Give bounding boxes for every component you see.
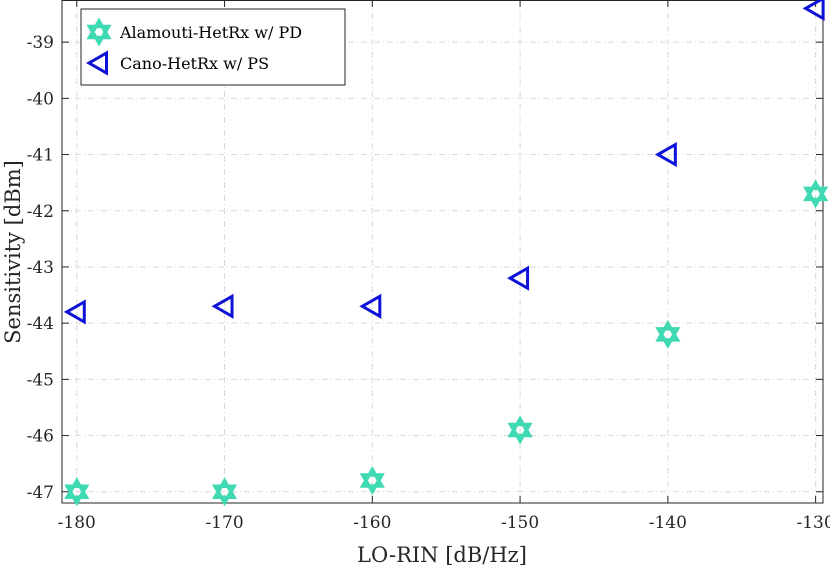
x-tick-label: -150 [501,513,539,533]
x-tick-label: -170 [205,513,243,533]
legend-label-alamouti: Alamouti-HetRx w/ PD [119,23,302,42]
y-tick-label: -47 [27,483,54,503]
legend-hexagram-icon [86,17,112,47]
x-axis-title: LO-RIN [dB/Hz] [357,543,527,567]
data-marks [63,0,829,507]
legend-label-cano: Cano-HetRx w/ PS [120,54,269,73]
y-tick-label: -39 [27,33,54,53]
legend-marker-alamouti [86,17,112,47]
axes-box [61,0,824,504]
y-tick-label: -43 [27,258,54,278]
y-tick-label: -45 [27,370,54,390]
y-tick-label: -46 [27,427,54,447]
cano-point [654,141,677,168]
cano-point [63,299,86,325]
y-tick-label: -44 [27,314,54,334]
legend-box [80,8,346,86]
cano-point [802,0,825,22]
x-tick-label: -130 [797,513,830,533]
grid [62,0,823,503]
cano-point [359,293,382,319]
cano-point [211,293,234,319]
y-tick-label: -40 [27,89,54,109]
axes: -180 -170 -160 -150 -140 -130 -47 -46 -45 -44 -43 -… [27,0,830,533]
legend-triangle-icon [85,50,108,76]
alamouti-point [803,179,829,209]
alamouti-point [359,466,385,496]
alamouti-point [64,477,90,507]
alamouti-point [655,319,681,349]
alamouti-point [211,477,238,507]
x-tick-label: -180 [58,513,96,533]
y-tick-label: -42 [27,202,54,222]
alamouti-point [507,415,533,445]
y-tick-label: -41 [27,146,54,166]
x-tick-label: -140 [649,513,687,533]
legend: Alamouti-HetRx w/ PD Cano-HetRx w/ PS [80,8,346,86]
cano-point [507,265,530,291]
y-axis-title: Sensitivity [dBm] [1,160,25,344]
x-tick-label: -160 [353,513,391,533]
legend-marker-cano [85,50,108,76]
